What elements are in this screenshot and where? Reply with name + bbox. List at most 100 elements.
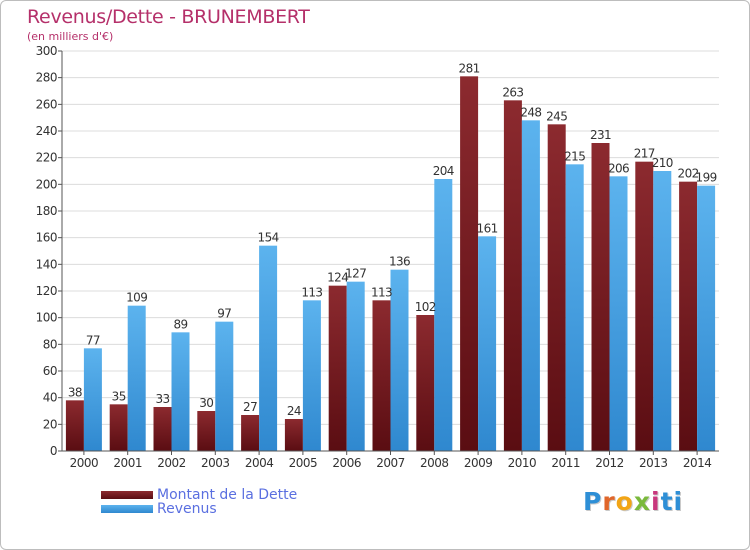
x-tick-label: 2004 [245,456,274,470]
bar-revenus [565,164,584,452]
x-tick-label: 2002 [157,456,186,470]
bar-dette [241,415,260,451]
data-label-dette: 281 [459,61,480,75]
y-tick-label: 40 [43,391,57,405]
bar-revenus [302,300,321,451]
x-tick-label: 2013 [639,456,668,470]
proxiti-logo: Proxiti [583,487,684,516]
x-tick-label: 2008 [420,456,449,470]
bar-dette [153,407,172,451]
y-tick-label: 240 [36,124,57,138]
data-label-revenus: 113 [301,285,322,299]
y-tick-label: 140 [36,257,57,271]
y-tick-label: 0 [50,444,57,458]
legend-swatch-dette [101,491,153,499]
data-label-revenus: 248 [520,105,541,119]
data-label-revenus: 206 [608,161,629,175]
legend-label-revenus: Revenus [157,501,217,517]
data-label-revenus: 215 [564,149,585,163]
bar-dette [328,285,347,451]
data-label-dette: 35 [112,389,126,403]
data-label-revenus: 199 [696,171,717,185]
y-tick-label: 260 [36,97,57,111]
y-tick-label: 200 [36,177,57,191]
legend-label-dette: Montant de la Dette [157,487,298,503]
data-label-revenus: 97 [217,307,231,321]
x-tick-label: 2003 [201,456,230,470]
y-tick-label: 100 [36,311,57,325]
chart-title: Revenus/Dette - BRUNEMBERT [27,6,310,28]
bar-dette [460,76,479,451]
bar-dette [109,404,128,451]
bar-revenus [390,269,409,451]
chart-subtitle: (en milliers d'€) [27,30,114,43]
bar-dette [679,181,698,451]
x-tick-label: 2014 [683,456,712,470]
y-tick-label: 20 [43,417,57,431]
bar-dette [284,419,303,451]
bar-revenus [83,348,102,451]
bar-dette [547,124,566,451]
bar-revenus [259,245,278,451]
data-label-revenus: 161 [477,221,498,235]
data-label-dette: 202 [678,167,699,181]
y-tick-label: 60 [43,364,57,378]
y-tick-label: 120 [36,284,57,298]
data-label-dette: 217 [634,147,655,161]
bar-revenus [171,332,190,451]
data-label-dette: 124 [327,271,348,285]
data-label-dette: 30 [199,396,213,410]
x-tick-label: 2010 [508,456,537,470]
legend-swatch-revenus [101,505,153,513]
legend-item-revenus: Revenus [101,501,217,517]
data-label-dette: 24 [287,404,301,418]
y-tick-label: 280 [36,71,57,85]
y-tick-label: 160 [36,231,57,245]
bar-dette [503,100,522,451]
y-tick-label: 80 [43,337,57,351]
bar-revenus [478,236,497,451]
y-tick-label: 180 [36,204,57,218]
legend-item-dette: Montant de la Dette [101,487,297,503]
data-label-revenus: 89 [173,317,187,331]
data-label-dette: 263 [502,85,523,99]
axes: 0 20 40 60 80 100 120 140 160 180 200 220 240 260 280 3… [36,44,719,470]
bar-dette [635,161,654,451]
bar-revenus [127,305,146,451]
bar-dette [372,300,391,451]
bar-dette [65,400,84,451]
data-label-dette: 33 [155,392,169,406]
bar-dette [591,143,610,451]
x-tick-label: 2000 [70,456,99,470]
bars [65,76,716,452]
data-label-revenus: 109 [126,291,147,305]
data-label-dette: 27 [243,400,257,414]
bar-revenus [215,321,234,451]
data-label-revenus: 204 [433,164,454,178]
bar-dette [197,411,216,451]
data-label-revenus: 127 [345,267,366,281]
x-tick-label: 2006 [332,456,361,470]
x-tick-label: 2012 [595,456,624,470]
data-label-dette: 113 [371,285,392,299]
x-tick-label: 2001 [113,456,142,470]
bar-dette [416,315,435,451]
bar-revenus [609,176,628,452]
data-label-revenus: 77 [86,333,100,347]
data-label-dette: 231 [590,128,611,142]
x-tick-label: 2005 [289,456,318,470]
bar-revenus [653,171,672,451]
bar-revenus [697,185,716,451]
x-tick-label: 2011 [551,456,580,470]
data-label-revenus: 136 [389,255,410,269]
data-label-revenus: 210 [652,156,673,170]
x-tick-label: 2007 [376,456,405,470]
data-label-dette: 38 [68,385,82,399]
data-label-dette: 102 [415,300,436,314]
bar-revenus [521,120,540,451]
bar-revenus [434,179,453,451]
x-tick-label: 2009 [464,456,493,470]
